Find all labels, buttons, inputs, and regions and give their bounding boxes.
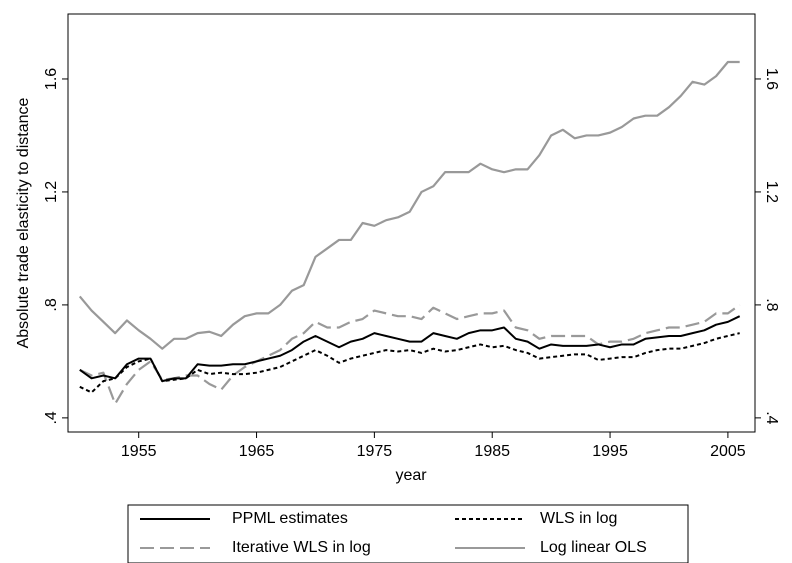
series-line <box>78 60 740 350</box>
y-tick-label: .4 <box>43 411 60 424</box>
x-tick-label: 1965 <box>239 443 275 460</box>
series-line <box>79 304 741 405</box>
x-tick-label: 1985 <box>474 443 510 460</box>
x-tick-label: 1955 <box>121 443 157 460</box>
y-tick-label: 1.2 <box>43 181 60 203</box>
legend-box <box>127 504 689 563</box>
legend-label: Log linear OLS <box>540 539 647 556</box>
y-axis-title: Absolute trade elasticity to distance <box>15 98 32 349</box>
y-tick-label: .8 <box>43 298 60 311</box>
y2-tick-label: 1.6 <box>763 68 780 90</box>
legend-label: WLS in log <box>540 510 617 527</box>
y-tick-label: 1.6 <box>43 68 60 90</box>
x-tick-label: 1975 <box>357 443 393 460</box>
y2-tick-label: .4 <box>763 411 780 424</box>
y2-tick-label: 1.2 <box>763 181 780 203</box>
series-line <box>79 332 740 394</box>
plot-frame <box>67 13 756 433</box>
legend-label: Iterative WLS in log <box>232 539 371 556</box>
y2-tick-label: .8 <box>763 298 780 311</box>
legend-label: PPML estimates <box>232 510 348 527</box>
x-axis-title: year <box>395 467 427 484</box>
x-tick-label: 1995 <box>592 443 628 460</box>
series-line <box>79 315 741 383</box>
x-tick-label: 2005 <box>710 443 746 460</box>
